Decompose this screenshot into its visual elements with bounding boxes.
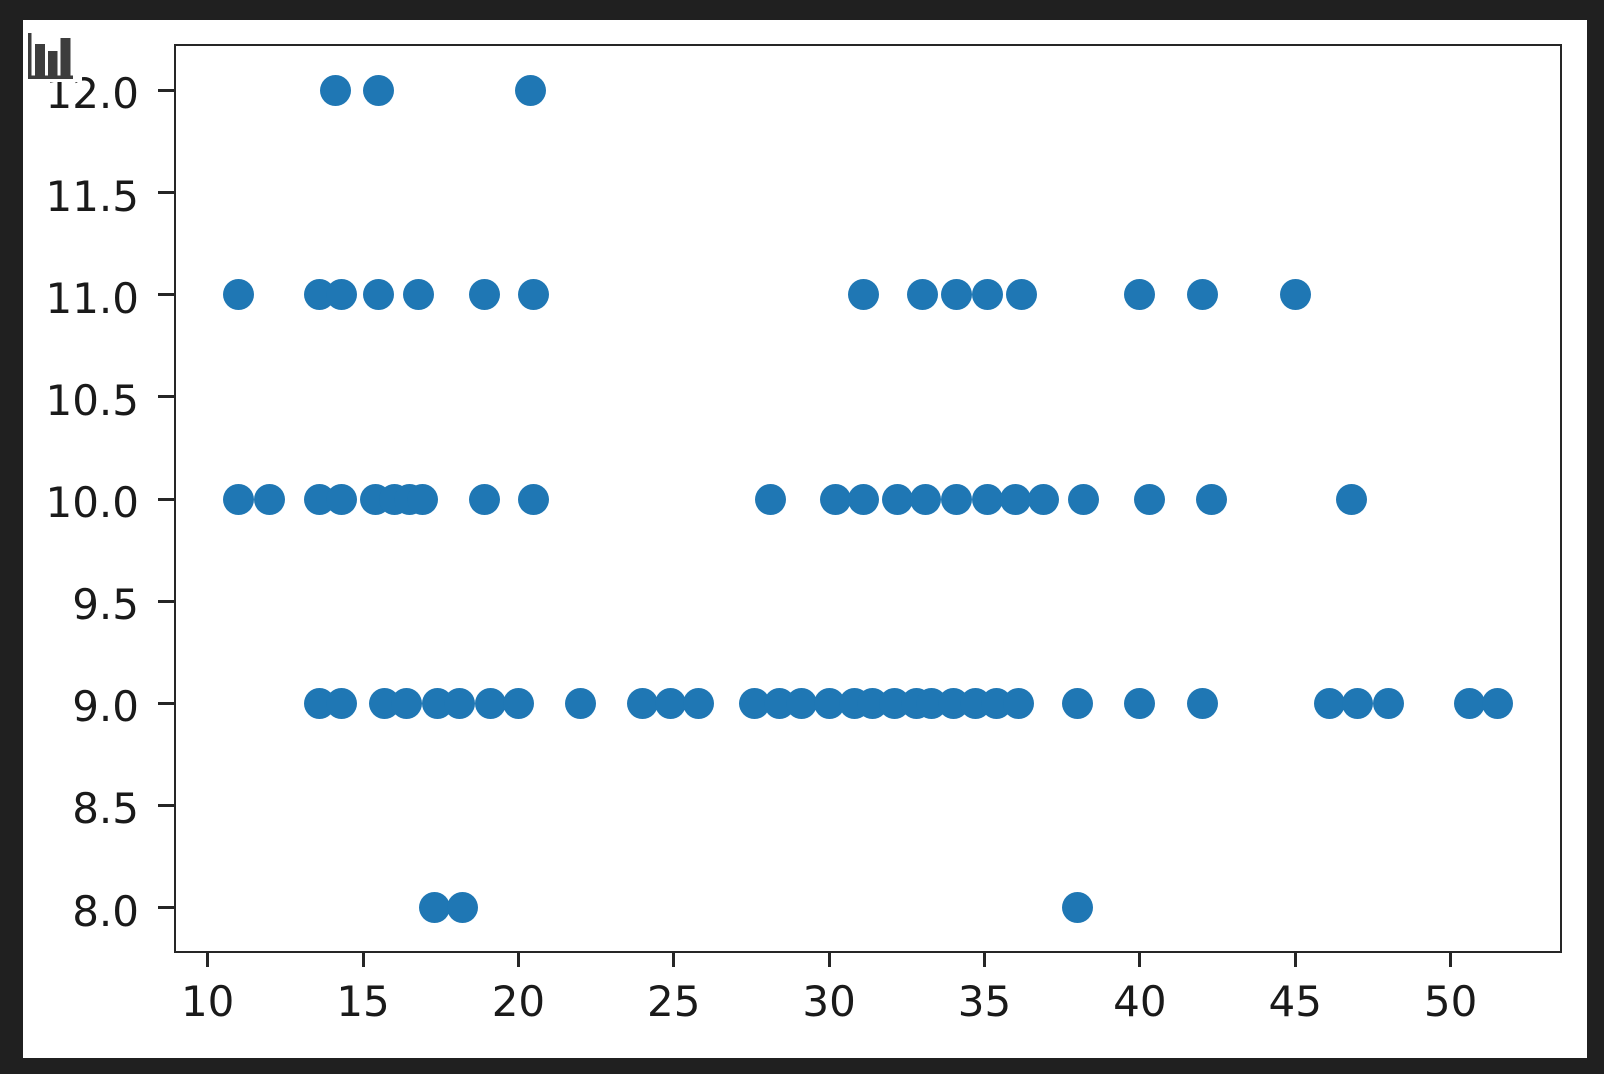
y-axis-tick-label: 10.5 <box>45 375 139 425</box>
x-axis-tick <box>983 950 987 967</box>
scatter-point <box>468 279 500 311</box>
bar-chart-icon-box <box>24 28 82 82</box>
scatter-point <box>325 687 357 719</box>
scatter-point <box>1481 687 1513 719</box>
scatter-point <box>941 483 973 515</box>
scatter-point <box>223 279 255 311</box>
scatter-point <box>972 483 1004 515</box>
scatter-point <box>1124 279 1156 311</box>
y-axis-tick-label: 11.5 <box>45 171 139 221</box>
scatter-point <box>363 74 395 106</box>
scatter-point <box>683 687 715 719</box>
x-axis-tick-label: 50 <box>1423 976 1478 1026</box>
figure-canvas: 10 15 20 25 30 35 40 45 50 8.0 8.5 9.0 9.5 10.0 10.5 11… <box>23 20 1587 1058</box>
bar-chart-icon <box>28 33 73 79</box>
scatter-point <box>403 279 435 311</box>
x-axis-tick-label: 10 <box>180 976 235 1026</box>
scatter-point <box>1068 483 1100 515</box>
y-axis-tick <box>157 599 174 603</box>
y-axis-tick-label: 8.5 <box>72 784 139 834</box>
x-axis-tick-label: 40 <box>1113 976 1167 1026</box>
scatter-point <box>627 687 659 719</box>
y-axis-tick <box>157 906 174 910</box>
x-axis-tick-label: 30 <box>802 976 856 1026</box>
y-axis-tick <box>157 497 174 501</box>
scatter-point <box>1062 687 1094 719</box>
x-axis-tick-label: 45 <box>1268 976 1322 1026</box>
scatter-point <box>468 483 500 515</box>
scatter-point <box>474 687 506 719</box>
plot-area: 10 15 20 25 30 35 40 45 50 8.0 8.5 9.0 9.5 10.0 10.5 11… <box>45 43 1562 1022</box>
y-axis-tick-label: 11.0 <box>45 273 139 323</box>
x-axis-tick <box>827 950 831 967</box>
scatter-point <box>847 279 879 311</box>
scatter-point <box>1453 687 1485 719</box>
scatter-point <box>972 279 1004 311</box>
scatter-point <box>906 279 938 311</box>
x-axis-tick-label: 35 <box>957 976 1012 1026</box>
scatter-point <box>1000 483 1032 515</box>
scatter-point <box>1279 279 1311 311</box>
y-axis-tick <box>157 88 174 92</box>
scatter-point <box>1195 483 1227 515</box>
x-axis-tick-label: 20 <box>491 976 546 1026</box>
scatter-point <box>565 687 597 719</box>
scatter-point <box>518 483 550 515</box>
scatter-point <box>1313 687 1345 719</box>
x-axis-tick <box>672 950 676 967</box>
scatter-point <box>502 687 534 719</box>
scatter-point <box>254 483 286 515</box>
scatter-point <box>1133 483 1165 515</box>
y-axis-tick <box>157 701 174 705</box>
scatter-point <box>1003 687 1035 719</box>
scatter-point <box>419 892 451 924</box>
scatter-point <box>819 483 851 515</box>
scatter-point <box>518 279 550 311</box>
scatter-point <box>515 74 547 106</box>
y-axis-tick-label: 10.0 <box>45 478 139 528</box>
y-axis-tick-label: 8.0 <box>72 886 139 936</box>
x-axis-tick <box>206 950 210 967</box>
scatter-point <box>847 483 879 515</box>
scatter-point <box>882 483 914 515</box>
x-axis-tick <box>361 950 365 967</box>
y-axis-tick-label: 9.5 <box>72 580 139 630</box>
y-axis-tick <box>157 395 174 399</box>
scatter-point <box>1062 892 1094 924</box>
x-axis-tick <box>1138 950 1142 967</box>
x-axis-tick <box>1449 950 1453 967</box>
x-axis-tick <box>516 950 520 967</box>
y-axis-tick <box>157 293 174 297</box>
scatter-point <box>325 483 357 515</box>
scatter-point <box>391 687 423 719</box>
y-axis-tick <box>157 803 174 807</box>
scatter-point <box>1341 687 1373 719</box>
scatter-point <box>446 892 478 924</box>
scatter-point <box>1186 279 1218 311</box>
scatter-point <box>363 279 395 311</box>
scatter-point <box>1335 483 1367 515</box>
x-axis-tick-label: 25 <box>647 976 701 1026</box>
scatter-point <box>1186 687 1218 719</box>
scatter-point <box>1028 483 1060 515</box>
scatter-point <box>1006 279 1038 311</box>
scatter-point <box>909 483 941 515</box>
scatter-point <box>655 687 687 719</box>
scatter-point <box>406 483 438 515</box>
y-axis-tick-label: 9.0 <box>72 682 139 732</box>
scatter-point <box>1372 687 1404 719</box>
y-axis-tick <box>157 191 174 195</box>
x-axis-tick <box>1293 950 1297 967</box>
scatter-point <box>1124 687 1156 719</box>
scatter-point <box>325 279 357 311</box>
scatter-point <box>941 279 973 311</box>
scatter-point <box>754 483 786 515</box>
scatter-point <box>443 687 475 719</box>
scatter-point <box>319 74 351 106</box>
scatter-point <box>223 483 255 515</box>
x-axis-tick-label: 15 <box>336 976 390 1026</box>
scatter-point <box>785 687 817 719</box>
